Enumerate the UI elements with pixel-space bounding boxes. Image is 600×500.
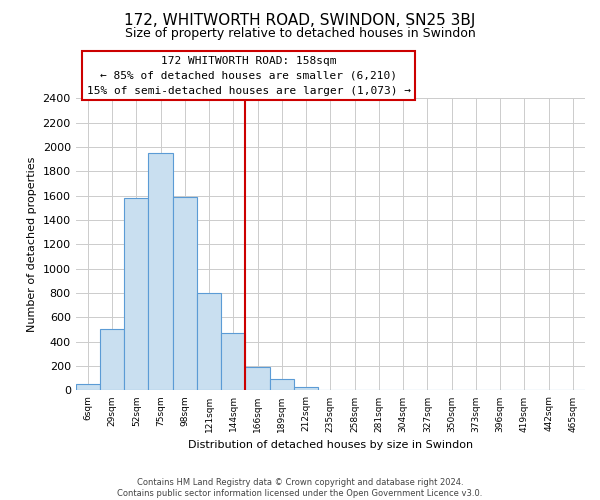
Text: Size of property relative to detached houses in Swindon: Size of property relative to detached ho…	[125, 28, 475, 40]
Bar	[294, 387, 318, 390]
Text: 172, WHITWORTH ROAD, SWINDON, SN25 3BJ: 172, WHITWORTH ROAD, SWINDON, SN25 3BJ	[124, 12, 476, 28]
Bar	[76, 384, 100, 390]
Bar	[148, 153, 173, 390]
Bar	[124, 198, 148, 390]
Bar	[221, 334, 245, 390]
Bar	[197, 293, 221, 390]
Bar	[269, 379, 294, 390]
Text: Contains HM Land Registry data © Crown copyright and database right 2024.
Contai: Contains HM Land Registry data © Crown c…	[118, 478, 482, 498]
Bar	[173, 197, 197, 390]
Bar	[100, 329, 124, 390]
Text: 172 WHITWORTH ROAD: 158sqm
← 85% of detached houses are smaller (6,210)
15% of s: 172 WHITWORTH ROAD: 158sqm ← 85% of deta…	[87, 56, 411, 96]
Y-axis label: Number of detached properties: Number of detached properties	[27, 157, 37, 332]
X-axis label: Distribution of detached houses by size in Swindon: Distribution of detached houses by size …	[188, 440, 473, 450]
Bar	[245, 368, 269, 390]
